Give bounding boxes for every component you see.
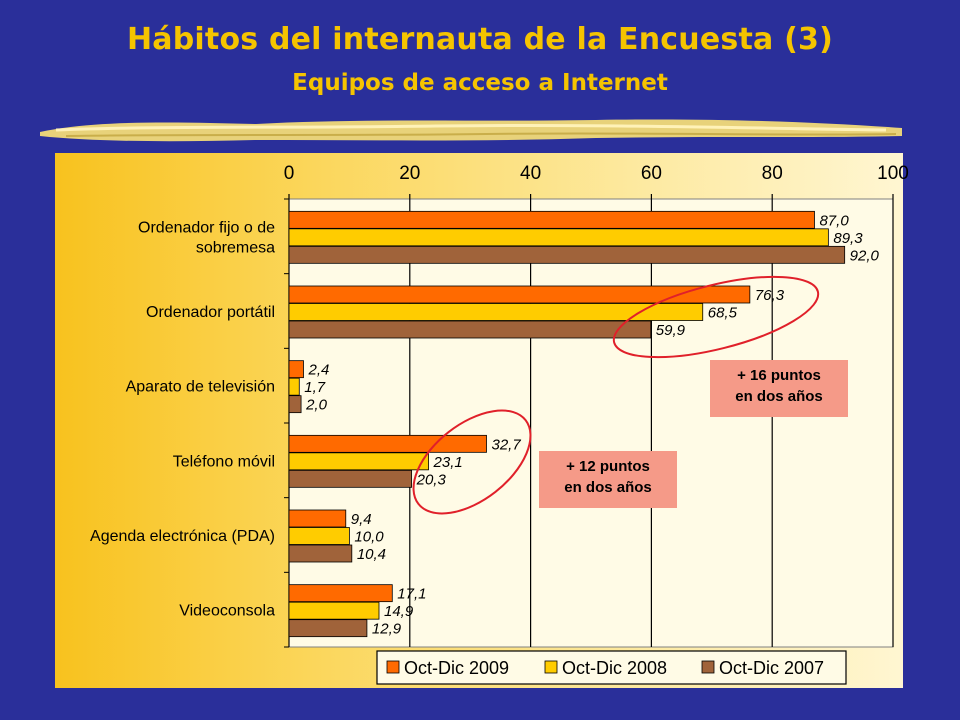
category-label: Videoconsola <box>179 603 275 620</box>
bar <box>288 584 393 603</box>
bar <box>288 544 353 563</box>
bar <box>288 395 302 414</box>
data-label: 2,4 <box>307 362 329 379</box>
data-label: 1,7 <box>304 379 326 396</box>
callout-portatil-line2: en dos años <box>735 388 823 405</box>
data-label: 14,9 <box>384 603 414 620</box>
slide-title: Hábitos del internauta de la Encuesta (3… <box>127 22 833 57</box>
legend-label: Oct-Dic 2008 <box>562 658 667 678</box>
slide-subtitle: Equipos de acceso a Internet <box>292 70 668 96</box>
x-tick-label: 0 <box>284 163 295 184</box>
callout-portatil: + 16 puntos en dos años <box>710 360 848 417</box>
highlight-ellipse-portatil <box>612 275 820 359</box>
bar <box>288 210 815 229</box>
legend-label: Oct-Dic 2007 <box>719 658 824 678</box>
bar <box>288 527 350 545</box>
bar <box>288 619 368 638</box>
legend-label: Oct-Dic 2009 <box>404 658 509 678</box>
data-label: 92,0 <box>850 247 880 264</box>
data-label: 68,5 <box>708 305 738 322</box>
data-label: 12,9 <box>372 621 402 638</box>
data-label: 10,4 <box>357 546 386 563</box>
legend-swatch <box>386 660 400 674</box>
bar <box>288 377 300 396</box>
data-label: 9,4 <box>351 511 372 528</box>
data-label: 17,1 <box>397 586 426 603</box>
category-label: Agenda electrónica (PDA) <box>90 528 275 545</box>
bar <box>288 320 652 339</box>
category-label: Ordenador portátil <box>146 304 275 321</box>
bar <box>288 285 751 304</box>
data-label: 89,3 <box>833 230 863 247</box>
bar <box>288 360 304 379</box>
category-label: sobremesa <box>196 239 275 256</box>
x-tick-label: 100 <box>877 163 909 184</box>
x-tick-label: 60 <box>641 163 662 184</box>
bar <box>288 509 347 528</box>
legend-swatch <box>544 660 558 674</box>
bar <box>288 452 429 471</box>
category-label: Teléfono móvil <box>173 453 275 470</box>
data-label: 87,0 <box>819 212 849 229</box>
brush-stroke-divider <box>40 119 902 142</box>
bar <box>288 434 487 453</box>
legend-box <box>376 650 847 685</box>
bar <box>288 601 380 620</box>
callout-movil-line2: en dos años <box>564 479 652 496</box>
data-label: 76,3 <box>755 287 785 304</box>
bar <box>288 469 413 488</box>
plot-area <box>288 198 894 648</box>
bar <box>288 228 829 247</box>
category-label: Ordenador fijo o de <box>138 219 275 236</box>
legend-swatch <box>701 660 715 674</box>
callout-movil-line1: + 12 puntos <box>566 458 650 475</box>
x-tick-label: 40 <box>520 163 541 184</box>
bar <box>288 303 704 321</box>
data-label: 32,7 <box>492 436 522 453</box>
category-label: Aparato de televisión <box>126 379 275 396</box>
highlight-ellipse-movil <box>412 409 532 515</box>
callout-movil: + 12 puntos en dos años <box>539 451 677 508</box>
data-label: 23,1 <box>433 454 463 471</box>
data-label: 20,3 <box>416 471 447 488</box>
x-tick-label: 80 <box>762 163 783 184</box>
data-label: 10,0 <box>354 529 384 546</box>
data-label: 2,0 <box>305 397 328 414</box>
x-tick-label: 20 <box>399 163 420 184</box>
bar <box>288 245 846 264</box>
callout-portatil-line1: + 16 puntos <box>737 367 821 384</box>
data-label: 59,9 <box>656 322 686 339</box>
